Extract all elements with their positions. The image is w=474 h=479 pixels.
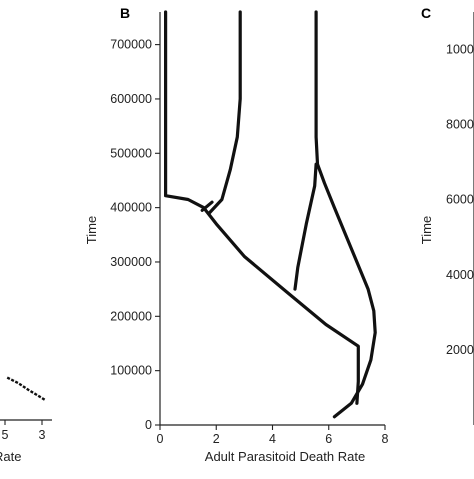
panel-b-y-tick-label: 700000 bbox=[110, 38, 152, 52]
panel-b-x-tick-label: 2 bbox=[213, 432, 220, 446]
panel-b-y-tick-label: 200000 bbox=[110, 309, 152, 323]
panel-b-series-line-5 bbox=[200, 200, 214, 212]
panel-b-x-ticks: 0 2 4 6 8 bbox=[157, 425, 389, 446]
panel-a: 53 Rate bbox=[0, 376, 52, 464]
panel-b-y-tick-label: 300000 bbox=[110, 255, 152, 269]
panel-c-y-tick-label: 8000 bbox=[446, 118, 474, 132]
panel-b-y-axis-label: Time bbox=[84, 216, 99, 244]
panel-b-x-axis-label: Adult Parasitoid Death Rate bbox=[205, 449, 365, 464]
panel-b-x-tick-label: 6 bbox=[325, 432, 332, 446]
panel-b-series-group bbox=[164, 10, 377, 419]
panel-c-letter: C bbox=[421, 5, 431, 21]
panel-b: B 0 100000 200000 300000 400000 500000 600000 7… bbox=[84, 5, 389, 464]
panel-a-x-axis-label: Rate bbox=[0, 449, 21, 464]
panel-c-y-tick-label: 4000 bbox=[446, 268, 474, 282]
panel-b-y-tick-label: 100000 bbox=[110, 364, 152, 378]
panel-b-series-line-3 bbox=[207, 10, 242, 215]
panel-a-series-group bbox=[6, 376, 46, 401]
panel-b-y-tick-label: 0 bbox=[145, 418, 152, 432]
panel-b-x-tick-label: 8 bbox=[382, 432, 389, 446]
panel-a-x-tick-label: 3 bbox=[39, 428, 46, 442]
panel-b-x-tick-label: 0 bbox=[157, 432, 164, 446]
panel-c-y-ticks: 2000 4000 6000 8000 10000 bbox=[446, 43, 474, 357]
panel-b-y-ticks: 0 100000 200000 300000 400000 500000 600000 700… bbox=[110, 38, 160, 432]
panel-b-y-tick-label: 600000 bbox=[110, 92, 152, 106]
panel-a-series-line bbox=[6, 376, 46, 401]
panel-c-y-tick-label: 2000 bbox=[446, 343, 474, 357]
panel-b-series-line-1 bbox=[314, 10, 377, 419]
panel-c-y-tick-label: 10000 bbox=[446, 43, 474, 57]
panel-b-x-tick-label: 4 bbox=[269, 432, 276, 446]
panel-c-y-axis-label: Time bbox=[419, 216, 434, 244]
panel-b-series-line-2 bbox=[164, 10, 360, 405]
panel-b-y-tick-label: 400000 bbox=[110, 201, 152, 215]
panel-b-series-line-4 bbox=[293, 162, 318, 291]
panel-c: C 2000 4000 6000 8000 10000 Time bbox=[419, 5, 474, 425]
panel-b-y-tick-label: 500000 bbox=[110, 146, 152, 160]
panel-a-x-tick-label: 5 bbox=[2, 428, 9, 442]
panel-b-letter: B bbox=[120, 5, 130, 21]
panel-c-y-tick-label: 6000 bbox=[446, 193, 474, 207]
